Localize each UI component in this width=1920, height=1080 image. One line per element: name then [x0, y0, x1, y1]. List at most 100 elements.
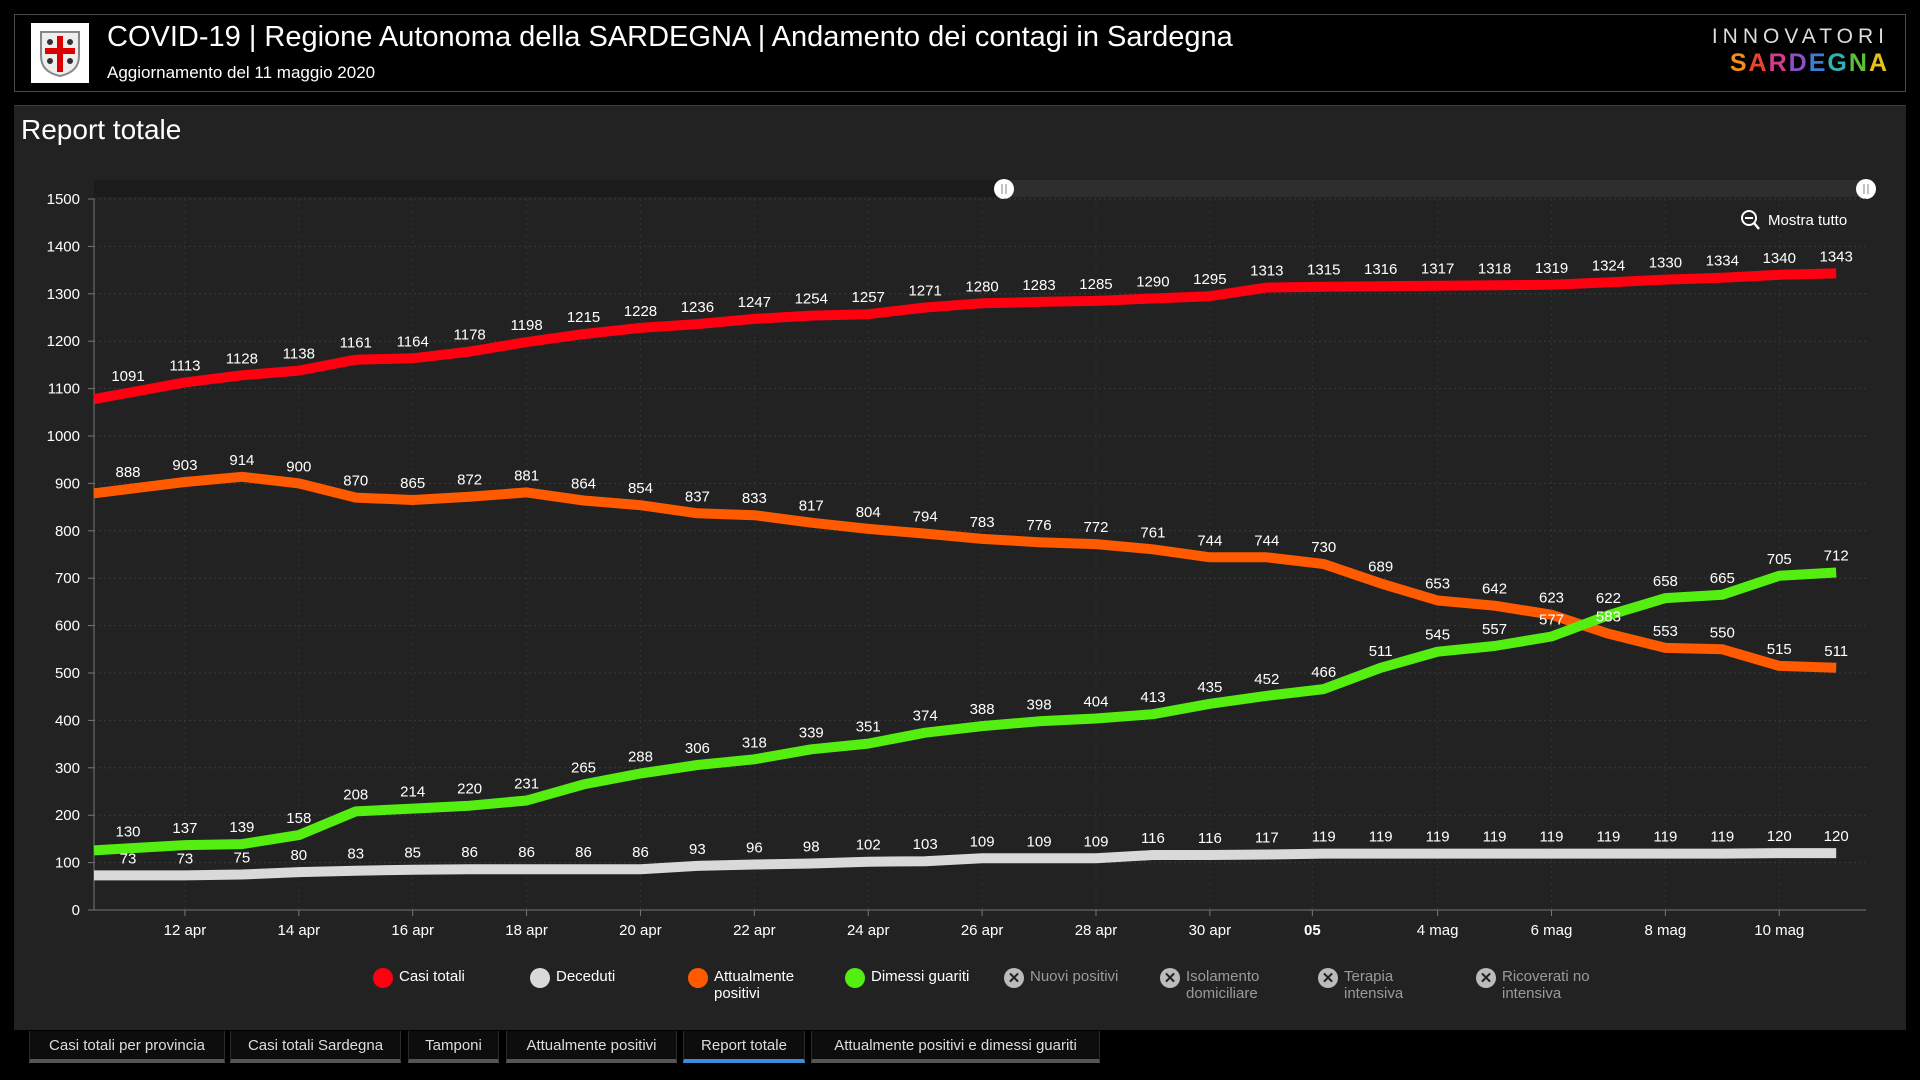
- data-label: 1254: [795, 291, 828, 308]
- legend-item[interactable]: Casi totali: [373, 968, 465, 988]
- data-label: 1091: [111, 368, 144, 385]
- series-line-deceduti[interactable]: [94, 848, 1837, 881]
- data-label: 265: [571, 759, 596, 776]
- show-all-button[interactable]: Mostra tutto: [1740, 209, 1847, 231]
- series-line-attualmente-positivi[interactable]: [93, 471, 1837, 673]
- data-label: 1324: [1592, 257, 1625, 274]
- x-tick-label: 26 apr: [961, 922, 1004, 939]
- data-label: 85: [404, 845, 421, 862]
- data-label: 577: [1539, 612, 1564, 629]
- data-label: 288: [628, 748, 653, 765]
- data-label: 220: [457, 781, 482, 798]
- data-label: 119: [1312, 829, 1336, 846]
- data-label: 837: [685, 488, 710, 505]
- data-label: 120: [1824, 828, 1849, 845]
- data-label: 665: [1710, 570, 1735, 587]
- data-label: 1247: [738, 294, 771, 311]
- data-label: 515: [1767, 641, 1792, 658]
- tab-casi-totali-sardegna[interactable]: Casi totali Sardegna: [230, 1031, 401, 1063]
- range-handle-left[interactable]: [994, 179, 1014, 199]
- x-tick-label: 22 apr: [733, 922, 776, 939]
- panel-title: Report totale: [21, 114, 182, 145]
- data-label: 804: [856, 504, 881, 521]
- data-label: 452: [1254, 671, 1279, 688]
- y-tick-label: 900: [55, 475, 80, 492]
- legend-hidden-x-icon: ✕: [1160, 968, 1180, 988]
- legend-label: Attualmente positivi: [714, 968, 795, 1002]
- data-label: 623: [1539, 590, 1564, 607]
- legend-item[interactable]: Attualmente positivi: [688, 968, 824, 1002]
- data-label: 1313: [1250, 263, 1283, 280]
- data-label: 870: [343, 473, 368, 490]
- series-line-casi-totali[interactable]: [93, 268, 1837, 405]
- data-label: 306: [685, 740, 710, 757]
- legend-item[interactable]: Dimessi guariti: [845, 968, 969, 988]
- data-label: 116: [1198, 830, 1222, 847]
- line-chart: 0100200300400500600700800900100011001200…: [47, 179, 1876, 939]
- data-label: 398: [1027, 696, 1052, 713]
- legend-label: Nuovi positivi: [1030, 968, 1119, 985]
- data-label: 117: [1255, 830, 1279, 847]
- data-label: 776: [1027, 517, 1052, 534]
- legend-item[interactable]: ✕ Nuovi positivi: [1004, 968, 1118, 988]
- tab-casi-totali-per-provincia[interactable]: Casi totali per provincia: [29, 1031, 225, 1063]
- data-label: 339: [799, 724, 824, 741]
- range-selection[interactable]: [1004, 180, 1866, 197]
- tab-report-totale[interactable]: Report totale: [683, 1031, 805, 1063]
- tab-attualmente-positivi[interactable]: Attualmente positivi: [506, 1031, 677, 1063]
- tab-attualmente-positivi-e-dimessi-guariti[interactable]: Attualmente positivi e dimessi guariti: [811, 1031, 1100, 1063]
- legend-item[interactable]: Deceduti: [530, 968, 615, 988]
- data-label: 1340: [1763, 250, 1796, 267]
- legend-item[interactable]: ✕ Isolamento domiciliare: [1160, 968, 1296, 1002]
- series-line-dimessi-guariti[interactable]: [93, 567, 1837, 856]
- data-label: 83: [347, 846, 364, 863]
- data-label: 1164: [397, 333, 429, 350]
- brand-top: INNOVATORI: [1711, 25, 1889, 48]
- y-tick-label: 400: [55, 712, 80, 729]
- zoom-out-icon: [1741, 210, 1760, 230]
- x-tick-label: 12 apr: [164, 922, 207, 939]
- x-tick-label: 16 apr: [391, 922, 434, 939]
- data-label: 80: [290, 847, 307, 864]
- data-label: 119: [1369, 829, 1393, 846]
- data-label: 730: [1311, 539, 1336, 556]
- data-label: 158: [286, 810, 311, 827]
- y-tick-label: 1200: [47, 333, 80, 350]
- data-label: 783: [970, 514, 995, 531]
- y-tick-label: 500: [55, 665, 80, 682]
- show-all-label: Mostra tutto: [1768, 211, 1848, 229]
- data-label: 772: [1083, 519, 1108, 536]
- y-tick-label: 200: [55, 807, 80, 824]
- legend-color-dot-icon: [688, 968, 708, 988]
- data-label: 511: [1369, 643, 1393, 660]
- page-header: COVID-19 | Regione Autonoma della SARDEG…: [14, 14, 1906, 92]
- data-label: 231: [514, 776, 539, 793]
- legend-color-dot-icon: [373, 968, 393, 988]
- data-label: 1319: [1535, 260, 1568, 277]
- x-tick-label: 10 mag: [1754, 922, 1804, 939]
- legend-label: Casi totali: [399, 968, 465, 985]
- sardegna-coat-of-arms-logo: [31, 23, 89, 83]
- x-tick-label: 18 apr: [505, 922, 548, 939]
- data-label: 900: [286, 458, 311, 475]
- x-tick-label: 30 apr: [1189, 922, 1232, 939]
- data-label: 865: [400, 475, 425, 492]
- y-tick-label: 700: [55, 570, 80, 587]
- data-label: 404: [1083, 694, 1108, 711]
- data-label: 833: [742, 490, 767, 507]
- y-tick-label: 1300: [47, 286, 80, 303]
- legend-hidden-x-icon: ✕: [1476, 968, 1496, 988]
- legend-color-dot-icon: [845, 968, 865, 988]
- legend-label: Isolamento domiciliare: [1186, 968, 1260, 1002]
- tab-tamponi[interactable]: Tamponi: [408, 1031, 499, 1063]
- legend-item[interactable]: ✕ Terapia intensiva: [1318, 968, 1454, 1002]
- data-label: 98: [803, 839, 820, 856]
- data-label: 1317: [1421, 261, 1454, 278]
- range-handle-right[interactable]: [1856, 179, 1876, 199]
- y-tick-label: 1000: [47, 428, 80, 445]
- legend-hidden-x-icon: ✕: [1004, 968, 1024, 988]
- legend-label: Ricoverati no intensiva: [1502, 968, 1590, 1002]
- legend-item[interactable]: ✕ Ricoverati no intensiva: [1476, 968, 1612, 1002]
- data-label: 73: [177, 850, 194, 867]
- y-tick-label: 100: [55, 855, 80, 872]
